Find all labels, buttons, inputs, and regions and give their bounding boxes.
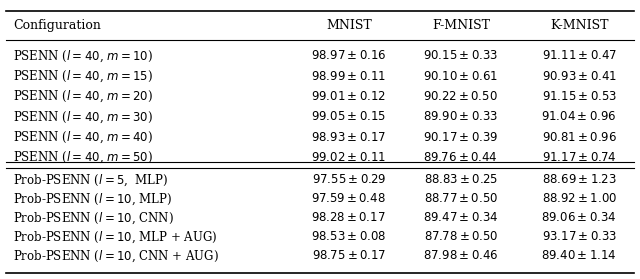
Text: PSENN ($l = 40$, $m = 15$): PSENN ($l = 40$, $m = 15$)	[13, 68, 153, 84]
Text: $98.99 \pm 0.11$: $98.99 \pm 0.11$	[311, 70, 387, 83]
Text: $99.02 \pm 0.11$: $99.02 \pm 0.11$	[311, 151, 387, 164]
Text: $90.15 \pm 0.33$: $90.15 \pm 0.33$	[423, 49, 499, 62]
Text: PSENN ($l = 40$, $m = 50$): PSENN ($l = 40$, $m = 50$)	[13, 150, 153, 165]
Text: $98.53 \pm 0.08$: $98.53 \pm 0.08$	[311, 230, 387, 243]
Text: PSENN ($l = 40$, $m = 10$): PSENN ($l = 40$, $m = 10$)	[13, 48, 153, 64]
Text: $98.97 \pm 0.16$: $98.97 \pm 0.16$	[311, 49, 387, 62]
Text: Prob-PSENN ($l = 10$, CNN): Prob-PSENN ($l = 10$, CNN)	[13, 210, 173, 226]
Text: $88.83 \pm 0.25$: $88.83 \pm 0.25$	[424, 174, 498, 186]
Text: $89.47 \pm 0.34$: $89.47 \pm 0.34$	[423, 211, 499, 224]
Text: K-MNIST: K-MNIST	[550, 19, 609, 32]
Text: $89.90 \pm 0.33$: $89.90 \pm 0.33$	[423, 110, 499, 123]
Text: Configuration: Configuration	[13, 19, 100, 32]
Text: Prob-PSENN ($l = 5$,  MLP): Prob-PSENN ($l = 5$, MLP)	[13, 172, 168, 188]
Text: $91.15 \pm 0.53$: $91.15 \pm 0.53$	[541, 90, 617, 103]
Text: $99.01 \pm 0.12$: $99.01 \pm 0.12$	[311, 90, 387, 103]
Text: $87.98 \pm 0.46$: $87.98 \pm 0.46$	[423, 249, 499, 262]
Text: $93.17 \pm 0.33$: $93.17 \pm 0.33$	[541, 230, 617, 243]
Text: $90.10 \pm 0.61$: $90.10 \pm 0.61$	[423, 70, 499, 83]
Text: $97.55 \pm 0.29$: $97.55 \pm 0.29$	[312, 174, 386, 186]
Text: $89.76 \pm 0.44$: $89.76 \pm 0.44$	[424, 151, 498, 164]
Text: $98.28 \pm 0.17$: $98.28 \pm 0.17$	[312, 211, 386, 224]
Text: $90.22 \pm 0.50$: $90.22 \pm 0.50$	[424, 90, 498, 103]
Text: $89.40 \pm 1.14$: $89.40 \pm 1.14$	[541, 249, 617, 262]
Text: Prob-PSENN ($l = 10$, MLP + AUG): Prob-PSENN ($l = 10$, MLP + AUG)	[13, 229, 217, 245]
Text: $91.04 \pm 0.96$: $91.04 \pm 0.96$	[541, 110, 617, 123]
Text: $99.05 \pm 0.15$: $99.05 \pm 0.15$	[311, 110, 387, 123]
Text: $88.92 \pm 1.00$: $88.92 \pm 1.00$	[541, 193, 617, 205]
Text: Prob-PSENN ($l = 10$, CNN + AUG): Prob-PSENN ($l = 10$, CNN + AUG)	[13, 248, 219, 264]
Text: $89.06 \pm 0.34$: $89.06 \pm 0.34$	[541, 211, 617, 224]
Text: Prob-PSENN ($l = 10$, MLP): Prob-PSENN ($l = 10$, MLP)	[13, 191, 172, 207]
Text: $90.93 \pm 0.41$: $90.93 \pm 0.41$	[541, 70, 617, 83]
Text: PSENN ($l = 40$, $m = 20$): PSENN ($l = 40$, $m = 20$)	[13, 89, 153, 104]
Text: PSENN ($l = 40$, $m = 40$): PSENN ($l = 40$, $m = 40$)	[13, 129, 153, 145]
Text: $88.69 \pm 1.23$: $88.69 \pm 1.23$	[542, 174, 616, 186]
Text: $90.81 \pm 0.96$: $90.81 \pm 0.96$	[541, 131, 617, 144]
Text: PSENN ($l = 40$, $m = 30$): PSENN ($l = 40$, $m = 30$)	[13, 109, 153, 125]
Text: $97.59 \pm 0.48$: $97.59 \pm 0.48$	[312, 193, 386, 205]
Text: $91.11 \pm 0.47$: $91.11 \pm 0.47$	[541, 49, 617, 62]
Text: $91.17 \pm 0.74$: $91.17 \pm 0.74$	[542, 151, 616, 164]
Text: $88.77 \pm 0.50$: $88.77 \pm 0.50$	[424, 193, 498, 205]
Text: MNIST: MNIST	[326, 19, 372, 32]
Text: $90.17 \pm 0.39$: $90.17 \pm 0.39$	[423, 131, 499, 144]
Text: F-MNIST: F-MNIST	[432, 19, 490, 32]
Text: $98.75 \pm 0.17$: $98.75 \pm 0.17$	[312, 249, 386, 262]
Text: $98.93 \pm 0.17$: $98.93 \pm 0.17$	[311, 131, 387, 144]
Text: $87.78 \pm 0.50$: $87.78 \pm 0.50$	[424, 230, 498, 243]
